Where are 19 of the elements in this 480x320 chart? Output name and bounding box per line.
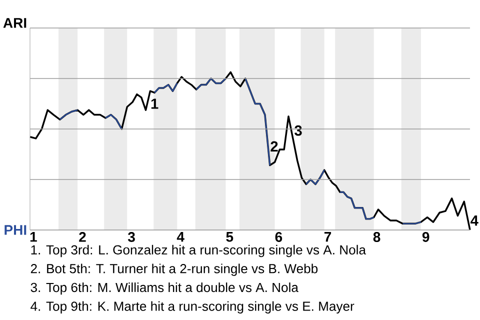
x-tick-label: 7 [324,232,332,242]
x-tick-label: 4 [176,232,184,242]
x-tick-label: 8 [373,232,380,242]
text: ARI [3,18,26,28]
x-tick-label: 1 [30,232,37,242]
annotation: 4 [470,215,478,226]
text: 3. Top 6th: M. Williams hit a double vs A. Nola [30,282,298,295]
x-tick-label: 5 [226,232,234,242]
annotation: 3 [294,125,302,136]
x-tick-label: 3 [128,232,135,242]
x-tick-label: 9 [422,232,430,242]
text: 2. Bot 5th: T. Turner hit a 2-run single vs B. Webb [30,264,318,276]
text: 1. Top 3rd: L. Gonzalez hit a run-scoring single vs A. Nola [31,244,366,258]
text: PHI [4,225,26,235]
x-tick-label: 6 [275,232,282,242]
x-tick-label: 2 [79,232,86,242]
annotation: 2 [270,141,278,152]
text: 4. Top 9th: K. Marte hit a run-scoring single vs E. Mayer [30,301,354,314]
annotation: 1 [151,98,158,109]
